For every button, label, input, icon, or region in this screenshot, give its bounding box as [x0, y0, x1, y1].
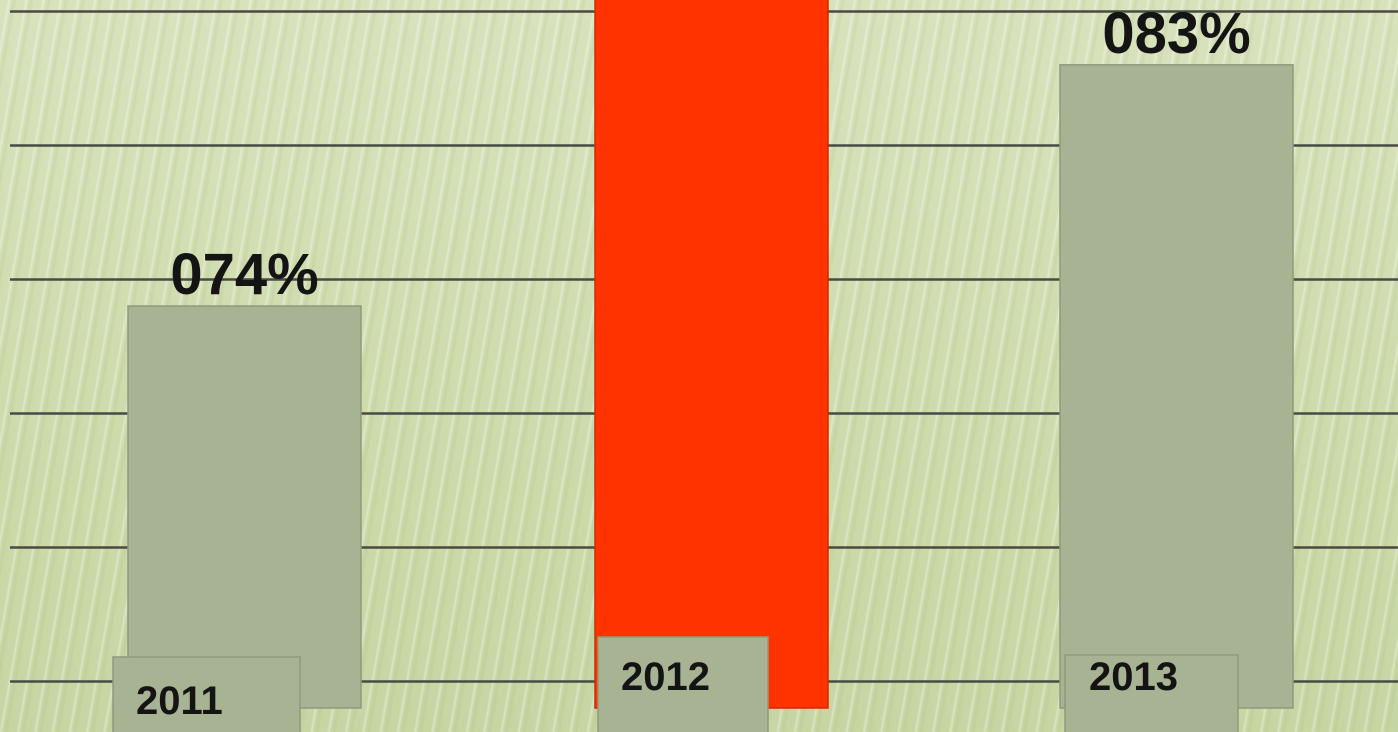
- category-tab-2011: [112, 656, 301, 732]
- category-tab-2012: [597, 636, 769, 732]
- tick-label-2011: 2011: [136, 679, 223, 723]
- bar-2012: [594, 0, 829, 709]
- data-label-2011: 074%: [170, 242, 318, 307]
- bars: [127, 0, 1294, 709]
- tick-label-2013: 2013: [1089, 655, 1178, 699]
- data-label-2013: 083%: [1102, 1, 1250, 66]
- category-tab-2013: [1064, 654, 1239, 732]
- bar-2011: [127, 305, 362, 709]
- bar-2013: [1059, 64, 1294, 709]
- tick-label-2012: 2012: [621, 655, 710, 699]
- value-labels: 074%087%083%: [170, 1, 1250, 307]
- category-labels: 2011 2012 2013: [112, 636, 1239, 732]
